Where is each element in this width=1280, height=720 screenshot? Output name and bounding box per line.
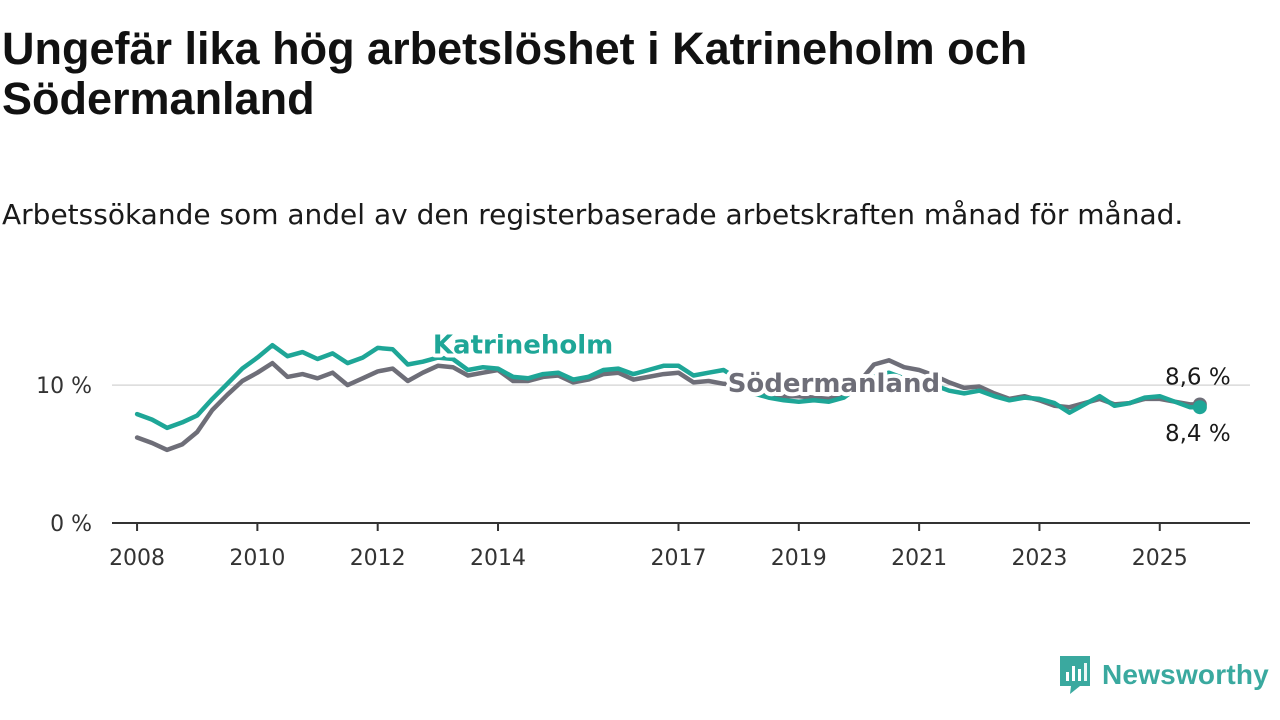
end-value-label: 8,6 %	[1165, 364, 1231, 390]
x-tick-label: 2023	[1011, 546, 1067, 571]
x-tick-label: 2021	[891, 546, 947, 571]
y-tick-label: 10 %	[36, 374, 92, 399]
chart-subtitle: Arbetssökande som andel av den registerb…	[2, 198, 1184, 231]
end-value-label: 8,4 %	[1165, 421, 1231, 447]
series-label-södermanland: Södermanland	[728, 369, 940, 399]
x-tick-label: 2012	[350, 546, 406, 571]
axis-layer: 0 % 10 % 2008 2010 2012 2014 2017 2019 2021 2023 2…	[36, 374, 1250, 571]
series-layer	[134, 342, 1203, 453]
series-line-katrineholm	[134, 342, 1203, 431]
series-label-halo: Södermanland	[728, 369, 940, 399]
x-tick-label: 2014	[470, 546, 526, 571]
end-marker-katrineholm	[1192, 400, 1207, 415]
brand-name: Newsworthy	[1102, 659, 1269, 690]
x-tick-label: 2025	[1132, 546, 1188, 571]
series-label-katrineholm: Katrineholm	[433, 330, 613, 360]
label-layer: KatrineholmKatrineholmSödermanlandSöderm…	[429, 326, 1231, 447]
x-tick-label: 2017	[650, 546, 706, 571]
series-label-halo: Katrineholm	[433, 330, 613, 360]
x-tick-label: 2010	[229, 546, 285, 571]
chart-title: Ungefär lika hög arbetslöshet i Katrineh…	[2, 23, 1028, 124]
y-tick-label: 0 %	[50, 512, 92, 537]
newsworthy-logo-icon	[1060, 656, 1090, 694]
x-tick-label: 2019	[771, 546, 827, 571]
series-line-södermanland	[134, 358, 1203, 453]
x-tick-label: 2008	[109, 546, 165, 571]
newsworthy-logo[interactable]: Newsworthy	[1058, 654, 1269, 696]
